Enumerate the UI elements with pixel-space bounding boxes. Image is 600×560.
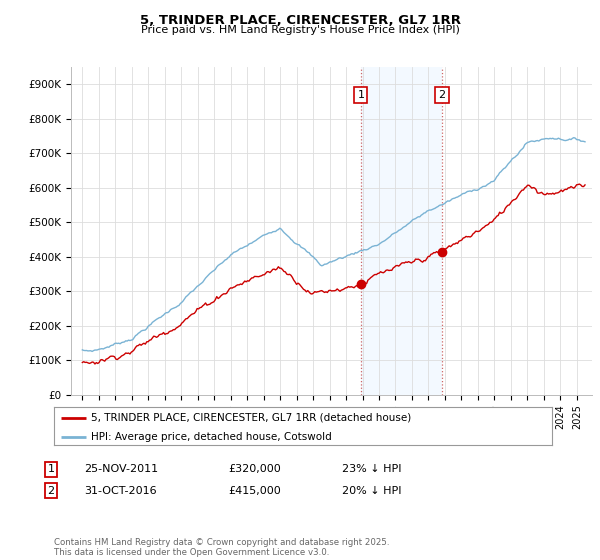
Text: 31-OCT-2016: 31-OCT-2016 xyxy=(84,486,157,496)
Text: 1: 1 xyxy=(47,464,55,474)
Text: 5, TRINDER PLACE, CIRENCESTER, GL7 1RR: 5, TRINDER PLACE, CIRENCESTER, GL7 1RR xyxy=(139,14,461,27)
Text: 1: 1 xyxy=(358,90,364,100)
Text: £320,000: £320,000 xyxy=(228,464,281,474)
Text: 2: 2 xyxy=(439,90,446,100)
Text: Price paid vs. HM Land Registry's House Price Index (HPI): Price paid vs. HM Land Registry's House … xyxy=(140,25,460,35)
Text: 20% ↓ HPI: 20% ↓ HPI xyxy=(342,486,401,496)
Text: £415,000: £415,000 xyxy=(228,486,281,496)
Bar xyxy=(361,67,442,395)
Text: 23% ↓ HPI: 23% ↓ HPI xyxy=(342,464,401,474)
Text: HPI: Average price, detached house, Cotswold: HPI: Average price, detached house, Cots… xyxy=(91,432,332,442)
Text: 5, TRINDER PLACE, CIRENCESTER, GL7 1RR (detached house): 5, TRINDER PLACE, CIRENCESTER, GL7 1RR (… xyxy=(91,413,412,423)
Text: 25-NOV-2011: 25-NOV-2011 xyxy=(84,464,158,474)
Text: Contains HM Land Registry data © Crown copyright and database right 2025.
This d: Contains HM Land Registry data © Crown c… xyxy=(54,538,389,557)
Text: 2: 2 xyxy=(47,486,55,496)
